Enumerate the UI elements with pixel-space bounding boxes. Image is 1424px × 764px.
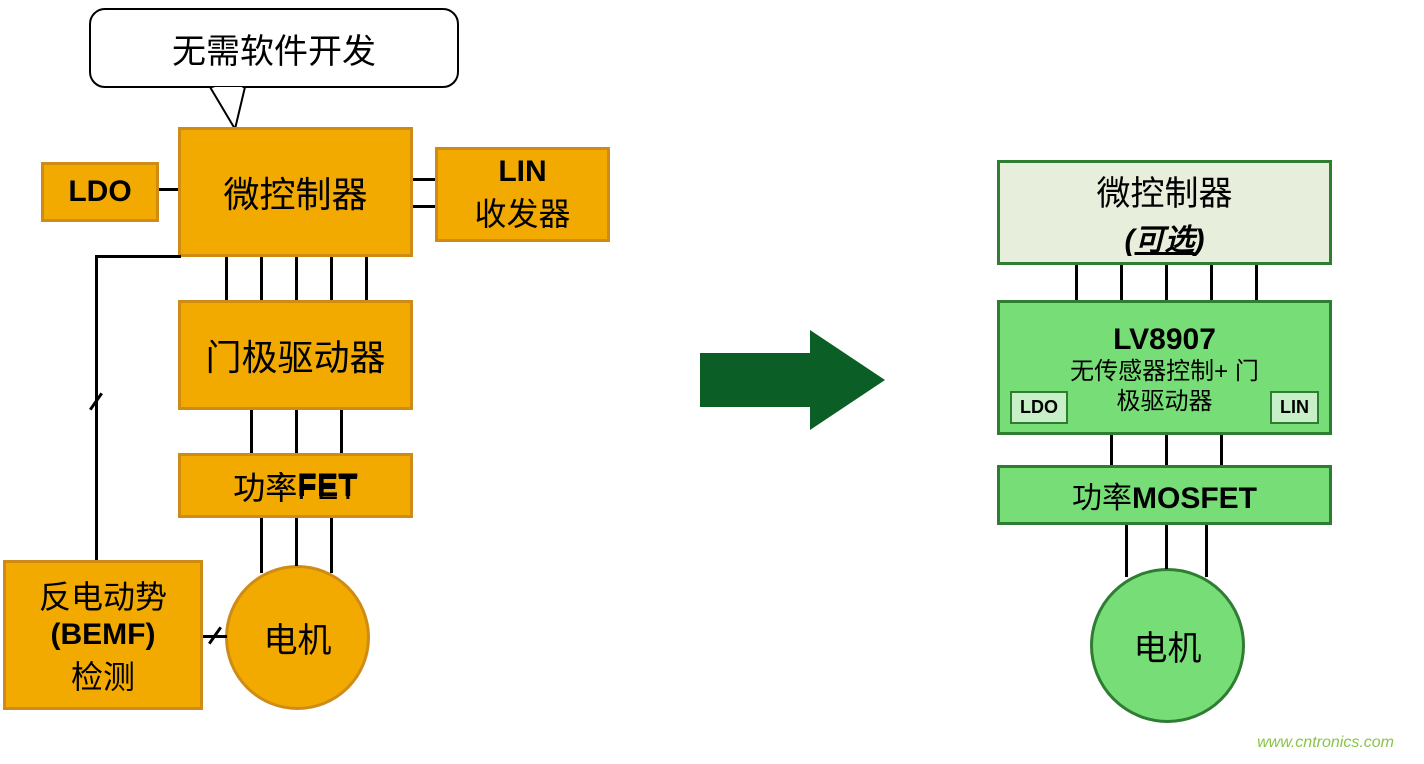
conn-fet-motor-1 [260,518,263,573]
callout-bubble: 无需软件开发 [89,8,459,88]
lin-l1: LIN [498,155,546,189]
watermark: www.cntronics.com [1257,734,1394,752]
conn-gate-fet-2 [295,410,298,453]
mcu-block: 微控制器 [178,127,413,257]
motor-label-right: 电机 [1134,621,1202,670]
conn-r1-5 [1255,265,1258,300]
ldo-block: LDO [41,162,159,222]
conn-fet-motor-2 [295,518,298,566]
conn-mcu-gate-5 [365,257,368,300]
mcu-label: 微控制器 [223,166,367,218]
mcu-optional-l1: 微控制器 [1097,166,1233,215]
bemf-l3: 检测 [71,652,135,698]
conn-r2-1 [1110,435,1113,465]
mini-lin: LIN [1270,391,1319,424]
conn-fet-motor-3 [330,518,333,573]
conn-bemf-to-mcu [95,255,181,258]
transition-arrow [700,325,890,435]
gate-driver-block: 门极驱动器 [178,300,413,410]
conn-ldo-mcu [159,188,178,191]
motor-circle-left: 电机 [225,565,370,710]
conn-r3-1 [1125,525,1128,577]
conn-mcu-gate-1 [225,257,228,300]
conn-r2-3 [1220,435,1223,465]
mini-ldo: LDO [1010,391,1068,424]
mosfet-label: 功率MOSFET [1072,473,1257,517]
conn-r1-3 [1165,265,1168,300]
conn-r3-3 [1205,525,1208,577]
conn-r3-2 [1165,525,1168,569]
conn-mcu-gate-4 [330,257,333,300]
conn-gate-fet-1 [250,410,253,453]
conn-r1-4 [1210,265,1213,300]
conn-bemf-up [95,258,98,560]
lv8907-title: LV8907 [1113,323,1216,357]
conn-r1-2 [1120,265,1123,300]
motor-label-left: 电机 [264,613,332,662]
ldo-label: LDO [68,175,131,209]
conn-mcu-lin-1 [413,178,435,181]
mcu-optional-l2: (可选) [1125,215,1205,259]
conn-gate-fet-3 [340,410,343,453]
lin-l2: 收发器 [474,189,570,235]
bemf-l1: 反电动势 [39,572,167,618]
motor-circle-right: 电机 [1090,568,1245,723]
bemf-block: 反电动势 (BEMF) 检测 [3,560,203,710]
conn-r2-2 [1165,435,1168,465]
conn-mcu-gate-3 [295,257,298,300]
lin-block: LIN 收发器 [435,147,610,242]
conn-r1-1 [1075,265,1078,300]
gate-driver-label: 门极驱动器 [205,329,385,381]
conn-mcu-lin-2 [413,205,435,208]
conn-mcu-gate-2 [260,257,263,300]
callout-text: 无需软件开发 [172,24,376,73]
fet-block: 功率FET [178,453,413,518]
lv8907-block: LV8907 无传感器控制+ 门极驱动器 LDO LIN [997,300,1332,435]
mosfet-block: 功率MOSFET [997,465,1332,525]
bemf-l2: (BEMF) [51,618,156,652]
fet-label: 功率FET [233,463,357,509]
mcu-optional-block: 微控制器 (可选) [997,160,1332,265]
